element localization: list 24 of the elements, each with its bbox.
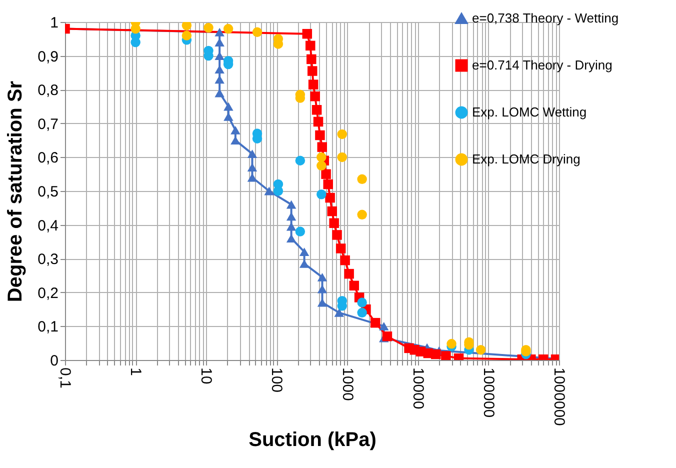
legend-label: e=0.714 Theory - Drying bbox=[472, 58, 612, 72]
y-tick-label: 0,7 bbox=[38, 116, 58, 133]
y-tick-label: 0,9 bbox=[38, 48, 58, 66]
x-tick-label: 1 bbox=[127, 368, 144, 376]
y-tick-label: 0,8 bbox=[38, 82, 58, 100]
y-tick-label: 0,2 bbox=[38, 284, 58, 302]
y-tick-label: 0,5 bbox=[38, 184, 58, 200]
legend-label: Exp. LOMC Wetting bbox=[472, 104, 587, 120]
y-tick-label: 0,4 bbox=[38, 217, 58, 234]
y-tick-label: 1 bbox=[50, 14, 58, 32]
x-tick-label: 10000 bbox=[409, 368, 426, 410]
x-tick-label: 100 bbox=[268, 368, 286, 393]
x-tick-label: 1000000 bbox=[550, 368, 568, 426]
legend-label: Exp. LOMC Drying bbox=[472, 152, 580, 166]
y-tick-label: 0 bbox=[50, 352, 58, 370]
y-axis-title: Degree of saturation Sr bbox=[4, 80, 27, 302]
y-tick-label: 0,6 bbox=[38, 150, 58, 167]
legend-label: e=0,738 Theory - Wetting bbox=[472, 10, 619, 26]
y-tick-label: 0,1 bbox=[38, 318, 58, 336]
y-tick-label: 0,3 bbox=[38, 251, 58, 268]
x-tick-label: 100000 bbox=[480, 368, 497, 418]
x-axis-title: Suction (kPa) bbox=[248, 428, 376, 451]
x-tick-label: 1000 bbox=[338, 368, 356, 401]
x-tick-label: 10 bbox=[198, 368, 215, 384]
